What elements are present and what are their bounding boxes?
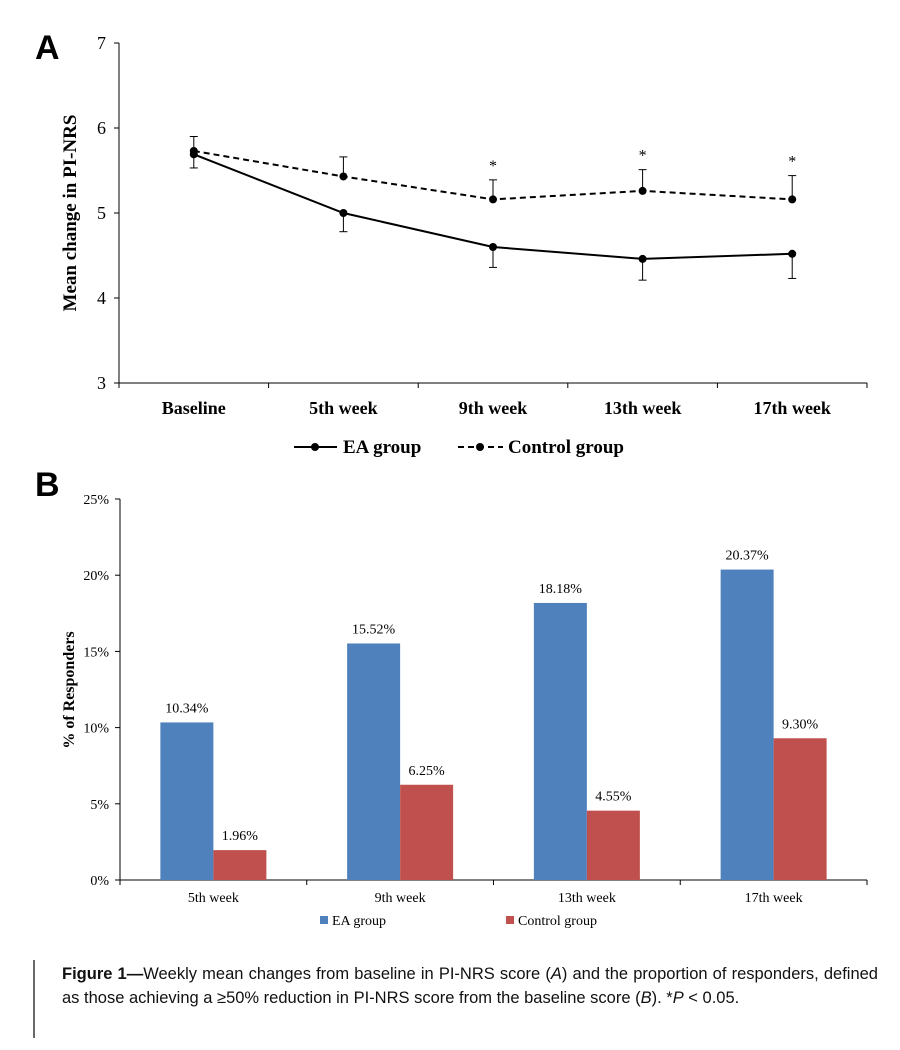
x-tick-label-b: 13th week xyxy=(558,891,616,906)
bar-ea xyxy=(720,569,774,880)
y-tick-label-b: 15% xyxy=(83,645,109,660)
data-label: 6.25% xyxy=(409,764,446,779)
data-label: 20.37% xyxy=(726,549,770,564)
legend-swatch-ea xyxy=(320,916,328,924)
data-label: 18.18% xyxy=(539,582,583,597)
x-tick-label-a: 9th week xyxy=(459,398,528,418)
caption-bar xyxy=(33,960,35,1038)
caption-text-1: Weekly mean changes from baseline in PI-… xyxy=(143,965,551,983)
data-label: 15.52% xyxy=(352,622,396,637)
x-tick-label-a: 5th week xyxy=(309,398,378,418)
data-point xyxy=(339,172,348,181)
y-tick-label-b: 10% xyxy=(83,722,109,737)
y-tick-label-b: 0% xyxy=(90,874,109,889)
y-axis-title-a: Mean change in PI-NRS xyxy=(60,115,81,312)
y-tick-label-b: 20% xyxy=(83,569,109,584)
data-point xyxy=(489,243,497,251)
bar-ea xyxy=(160,722,214,880)
x-tick-label-a: 13th week xyxy=(604,398,682,418)
data-point xyxy=(788,195,797,204)
panel-label-b: B xyxy=(35,466,60,504)
x-tick-label-b: 9th week xyxy=(375,891,426,906)
data-point xyxy=(638,186,647,195)
legend-marker-ea xyxy=(311,443,319,451)
significance-marker: * xyxy=(489,158,497,175)
caption-p-symbol: P xyxy=(672,989,684,1007)
figure-caption: Figure 1—Weekly mean changes from baseli… xyxy=(62,962,878,1010)
bar-ea xyxy=(533,602,587,880)
x-tick-label-b: 5th week xyxy=(188,891,239,906)
legend-label-control-b: Control group xyxy=(518,914,597,929)
y-tick-label-a: 5 xyxy=(97,203,106,223)
legend-label-ea-b: EA group xyxy=(332,914,386,929)
bar-control xyxy=(773,738,827,880)
data-point xyxy=(788,249,797,258)
caption-text-4: < 0.05. xyxy=(683,989,740,1007)
legend-swatch-control xyxy=(506,916,514,924)
caption-text-3: ). * xyxy=(651,989,673,1007)
data-label: 10.34% xyxy=(165,701,209,716)
y-tick-label-a: 4 xyxy=(97,288,106,308)
data-label: 4.55% xyxy=(595,790,632,805)
y-tick-label-a: 6 xyxy=(97,118,106,138)
bar-control xyxy=(400,784,454,880)
bar-control xyxy=(213,850,267,880)
legend-label-control: Control group xyxy=(508,437,624,458)
caption-ref-b: B xyxy=(640,989,652,1007)
x-tick-label-b: 17th week xyxy=(745,891,803,906)
data-label: 1.96% xyxy=(222,829,259,844)
y-tick-label-a: 3 xyxy=(97,373,106,393)
caption-text-2: ) and the proportion of responders, defi… xyxy=(62,965,878,1007)
data-point xyxy=(189,146,198,155)
x-tick-label-a: 17th week xyxy=(753,398,831,418)
significance-marker: * xyxy=(788,154,796,171)
bar-ea xyxy=(347,643,401,880)
figure-canvas: A B 3 4 5 6 7 Baseline 5th week 9th week 13th we… xyxy=(35,29,868,929)
bar-control xyxy=(586,810,640,880)
data-label: 9.30% xyxy=(782,717,819,732)
x-tick-label-a: Baseline xyxy=(162,398,226,418)
caption-ref-a: A xyxy=(550,965,562,983)
data-point xyxy=(339,209,348,217)
data-point xyxy=(638,254,647,263)
y-tick-label-b: 5% xyxy=(90,798,109,813)
y-tick-label-b: 25% xyxy=(83,493,109,508)
bar-chart-panel-b: 0% 5% 10% 15% 20% 25% 5th week 9th week 13th wee… xyxy=(61,493,868,929)
legend-marker-control xyxy=(476,443,484,451)
caption-label: Figure 1— xyxy=(62,965,144,983)
panel-label-a: A xyxy=(35,29,60,67)
y-axis-title-b: % of Responders xyxy=(61,631,78,748)
legend-label-ea: EA group xyxy=(343,437,421,458)
data-point xyxy=(489,195,497,204)
line-chart-panel-a: 3 4 5 6 7 Baseline 5th week 9th week 13th week 17… xyxy=(60,33,868,458)
y-tick-label-a: 7 xyxy=(97,33,106,53)
significance-marker: * xyxy=(639,148,647,165)
